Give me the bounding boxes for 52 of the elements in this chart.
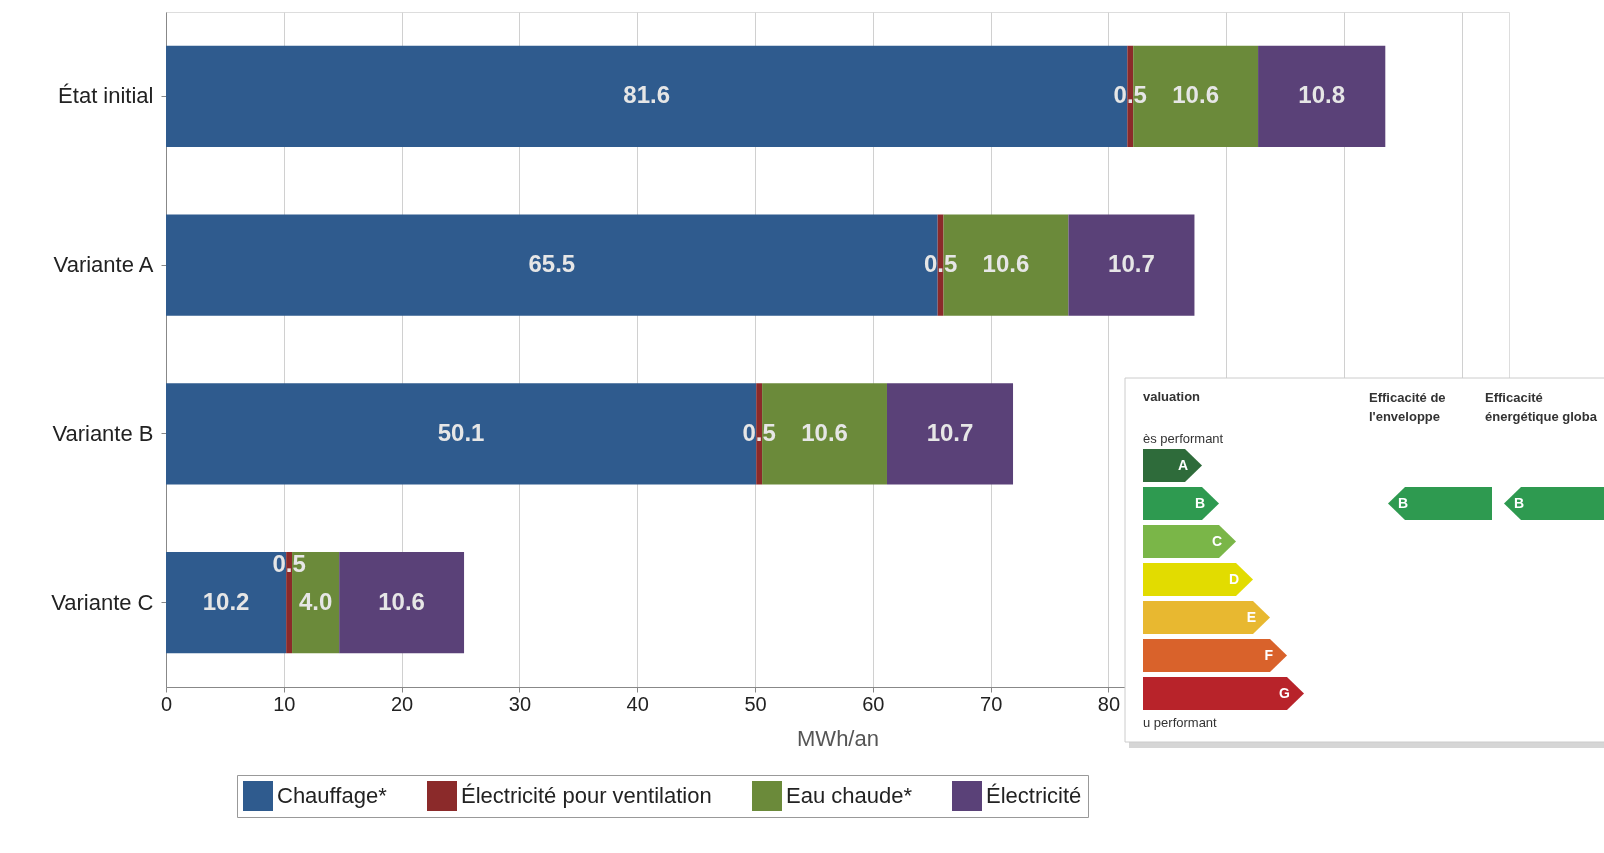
annotation: B [1398,495,1409,511]
text: u performant [1143,715,1218,730]
bar [339,552,465,654]
x-tick-label: 30 [508,692,532,715]
data-label: 81.6 [623,81,671,109]
data-label: 0.5 [742,418,776,446]
y-tick-label: Variante A [53,252,154,278]
y-tick-label: État initial [58,83,154,109]
x-tick-label: 20 [390,692,414,715]
data-label: 10.7 [926,418,974,446]
x-tick-label: 10 [273,692,296,715]
category-label: G [1279,685,1291,701]
data-label: 0.5 [272,549,306,577]
legend-label: Chauffage* [277,783,388,808]
data-label: 10.6 [378,587,425,615]
data-label: 10.6 [982,250,1030,278]
data-label: 0.5 [923,250,958,278]
x-axis-title: MWh/an [797,725,879,751]
annotation: Efficacité énergétique globa [1485,390,1598,424]
data-label: 0.5 [1113,81,1147,109]
bar [1258,45,1386,147]
data-label: 10.8 [1298,81,1346,109]
annotation: valuation [1143,389,1201,404]
x-tick-label: 0 [160,692,173,715]
data-label: 65.5 [528,250,576,278]
text: B [1514,495,1525,511]
category-label: E [1246,609,1256,625]
data-label: 10.6 [801,418,848,446]
x-tick-label: 80 [1097,692,1121,715]
data-label: 4.0 [298,587,333,615]
annotation: Efficacité de l'enveloppe [1369,390,1446,424]
x-tick-label: 50 [744,692,767,715]
bar [886,383,1014,485]
data-label: 10.6 [1172,81,1219,109]
annotation: ès performant [1143,431,1224,446]
category-label: D [1228,571,1239,587]
y-tick-label: Variante C [51,589,154,615]
category-label: C [1211,533,1222,549]
bar [1068,214,1195,316]
data-label: 10.7 [1108,250,1155,278]
x-tick-label: 70 [980,692,1003,715]
legend-label: Électricité pour ventilation [461,783,712,808]
x-tick-label: 60 [862,692,885,715]
data-label: 10.2 [202,587,250,615]
category-label: F [1264,647,1274,663]
y-tick-label: Variante B [52,420,154,446]
legend-label: Électricité [986,783,1082,808]
category-label: A [1177,457,1188,473]
legend-label: Eau chaude* [786,783,913,808]
category-label: B [1194,495,1205,511]
x-tick-label: 40 [626,692,649,715]
data-label: 50.1 [437,418,485,446]
